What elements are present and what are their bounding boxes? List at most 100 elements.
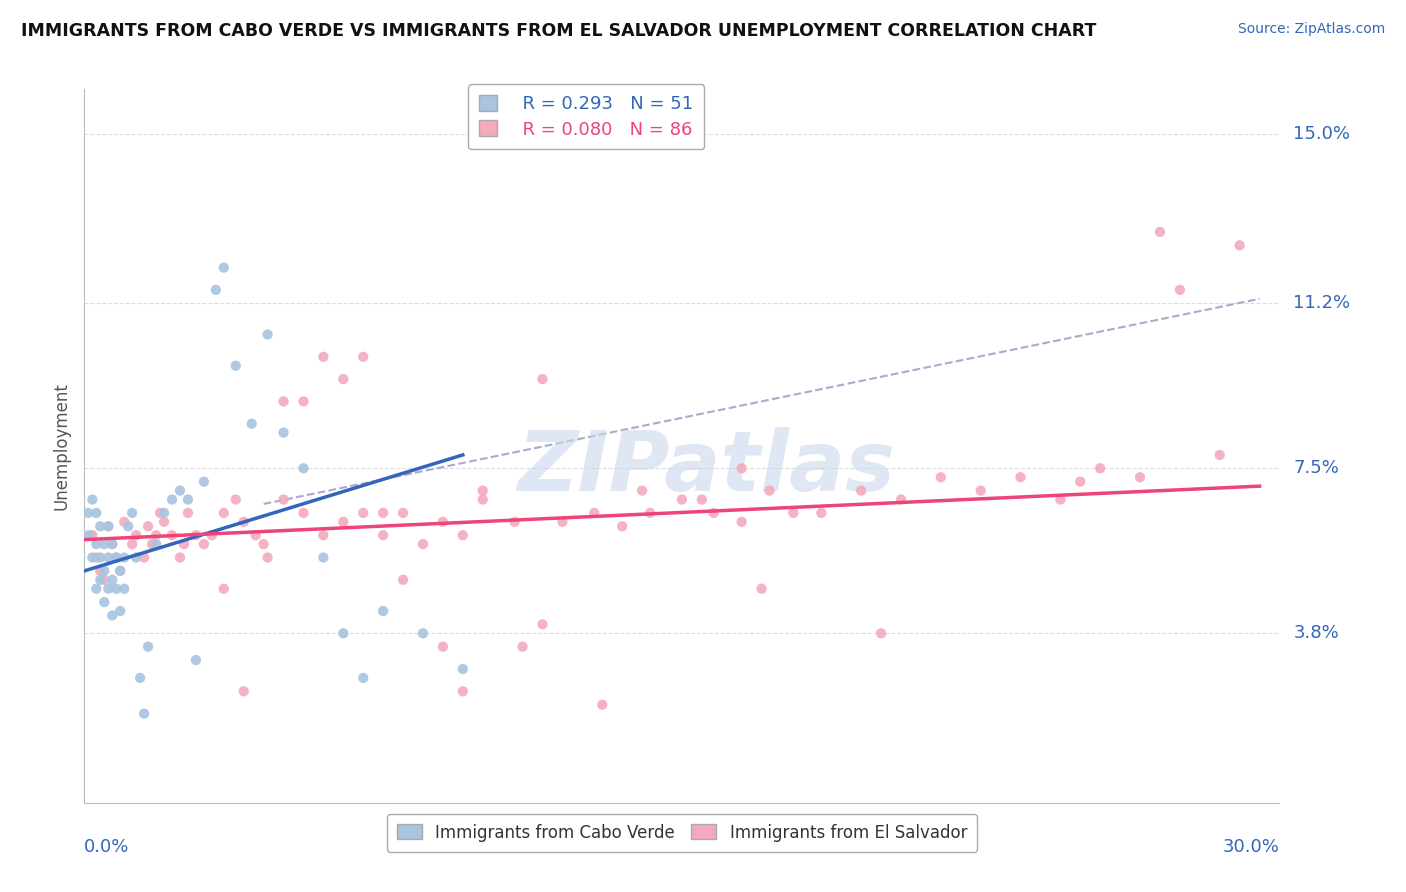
Point <box>758 483 780 498</box>
Point <box>451 528 474 542</box>
Point <box>373 604 395 618</box>
Text: 0.0%: 0.0% <box>84 838 129 856</box>
Point <box>273 425 295 440</box>
Point <box>512 640 534 654</box>
Point <box>631 483 654 498</box>
Point <box>352 350 374 364</box>
Point <box>471 483 494 498</box>
Point <box>273 394 295 409</box>
Point <box>105 582 128 596</box>
Point <box>112 582 135 596</box>
Point <box>432 640 454 654</box>
Point <box>1129 470 1152 484</box>
Point <box>86 537 108 551</box>
Point <box>82 550 104 565</box>
Point <box>97 582 120 596</box>
Point <box>77 506 100 520</box>
Point <box>89 564 111 578</box>
Point <box>392 506 415 520</box>
Point <box>810 506 832 520</box>
Point <box>89 573 111 587</box>
Point <box>245 528 267 542</box>
Point <box>105 550 128 565</box>
Point <box>731 515 754 529</box>
Point <box>177 492 200 507</box>
Point <box>225 492 247 507</box>
Text: 15.0%: 15.0% <box>1294 125 1350 143</box>
Point <box>201 528 224 542</box>
Point <box>132 550 156 565</box>
Point <box>212 582 235 596</box>
Point <box>703 506 725 520</box>
Point <box>782 506 804 520</box>
Point <box>1168 283 1191 297</box>
Point <box>89 550 111 565</box>
Point <box>273 492 295 507</box>
Point <box>1229 238 1251 252</box>
Point <box>86 550 108 565</box>
Point <box>212 260 235 275</box>
Point <box>101 573 124 587</box>
Point <box>1049 492 1071 507</box>
Point <box>451 684 474 698</box>
Point <box>690 492 713 507</box>
Point <box>93 573 115 587</box>
Point <box>240 417 263 431</box>
Point <box>112 550 135 565</box>
Point <box>373 506 395 520</box>
Point <box>312 550 335 565</box>
Point <box>256 327 278 342</box>
Point <box>82 492 104 507</box>
Point <box>638 506 661 520</box>
Point <box>149 506 172 520</box>
Text: 7.5%: 7.5% <box>1294 459 1340 477</box>
Point <box>145 537 167 551</box>
Point <box>232 684 254 698</box>
Point <box>141 537 163 551</box>
Point <box>97 519 120 533</box>
Point <box>121 537 143 551</box>
Point <box>129 671 152 685</box>
Point <box>77 528 100 542</box>
Point <box>82 528 104 542</box>
Y-axis label: Unemployment: Unemployment <box>52 382 70 510</box>
Point <box>101 537 124 551</box>
Point <box>93 595 115 609</box>
Point <box>145 528 167 542</box>
Point <box>125 550 148 565</box>
Text: 11.2%: 11.2% <box>1294 294 1351 312</box>
Point <box>612 519 634 533</box>
Point <box>101 537 124 551</box>
Text: IMMIGRANTS FROM CABO VERDE VS IMMIGRANTS FROM EL SALVADOR UNEMPLOYMENT CORRELATI: IMMIGRANTS FROM CABO VERDE VS IMMIGRANTS… <box>21 22 1097 40</box>
Point <box>292 506 315 520</box>
Point <box>970 483 993 498</box>
Point <box>412 537 434 551</box>
Point <box>125 528 148 542</box>
Point <box>551 515 574 529</box>
Point <box>432 515 454 529</box>
Point <box>86 582 108 596</box>
Point <box>451 662 474 676</box>
Point <box>870 626 893 640</box>
Point <box>93 564 115 578</box>
Point <box>132 706 156 721</box>
Point <box>1069 475 1091 489</box>
Point <box>253 537 276 551</box>
Point <box>153 506 176 520</box>
Point <box>851 483 873 498</box>
Point <box>110 564 132 578</box>
Point <box>184 653 207 667</box>
Point <box>591 698 613 712</box>
Point <box>97 550 120 565</box>
Point <box>1090 461 1112 475</box>
Point <box>373 528 395 542</box>
Point <box>193 475 215 489</box>
Legend: Immigrants from Cabo Verde, Immigrants from El Salvador: Immigrants from Cabo Verde, Immigrants f… <box>387 814 977 852</box>
Point <box>110 604 132 618</box>
Point <box>471 492 494 507</box>
Point <box>332 515 354 529</box>
Point <box>184 528 207 542</box>
Point <box>97 519 120 533</box>
Point <box>312 528 335 542</box>
Point <box>292 461 315 475</box>
